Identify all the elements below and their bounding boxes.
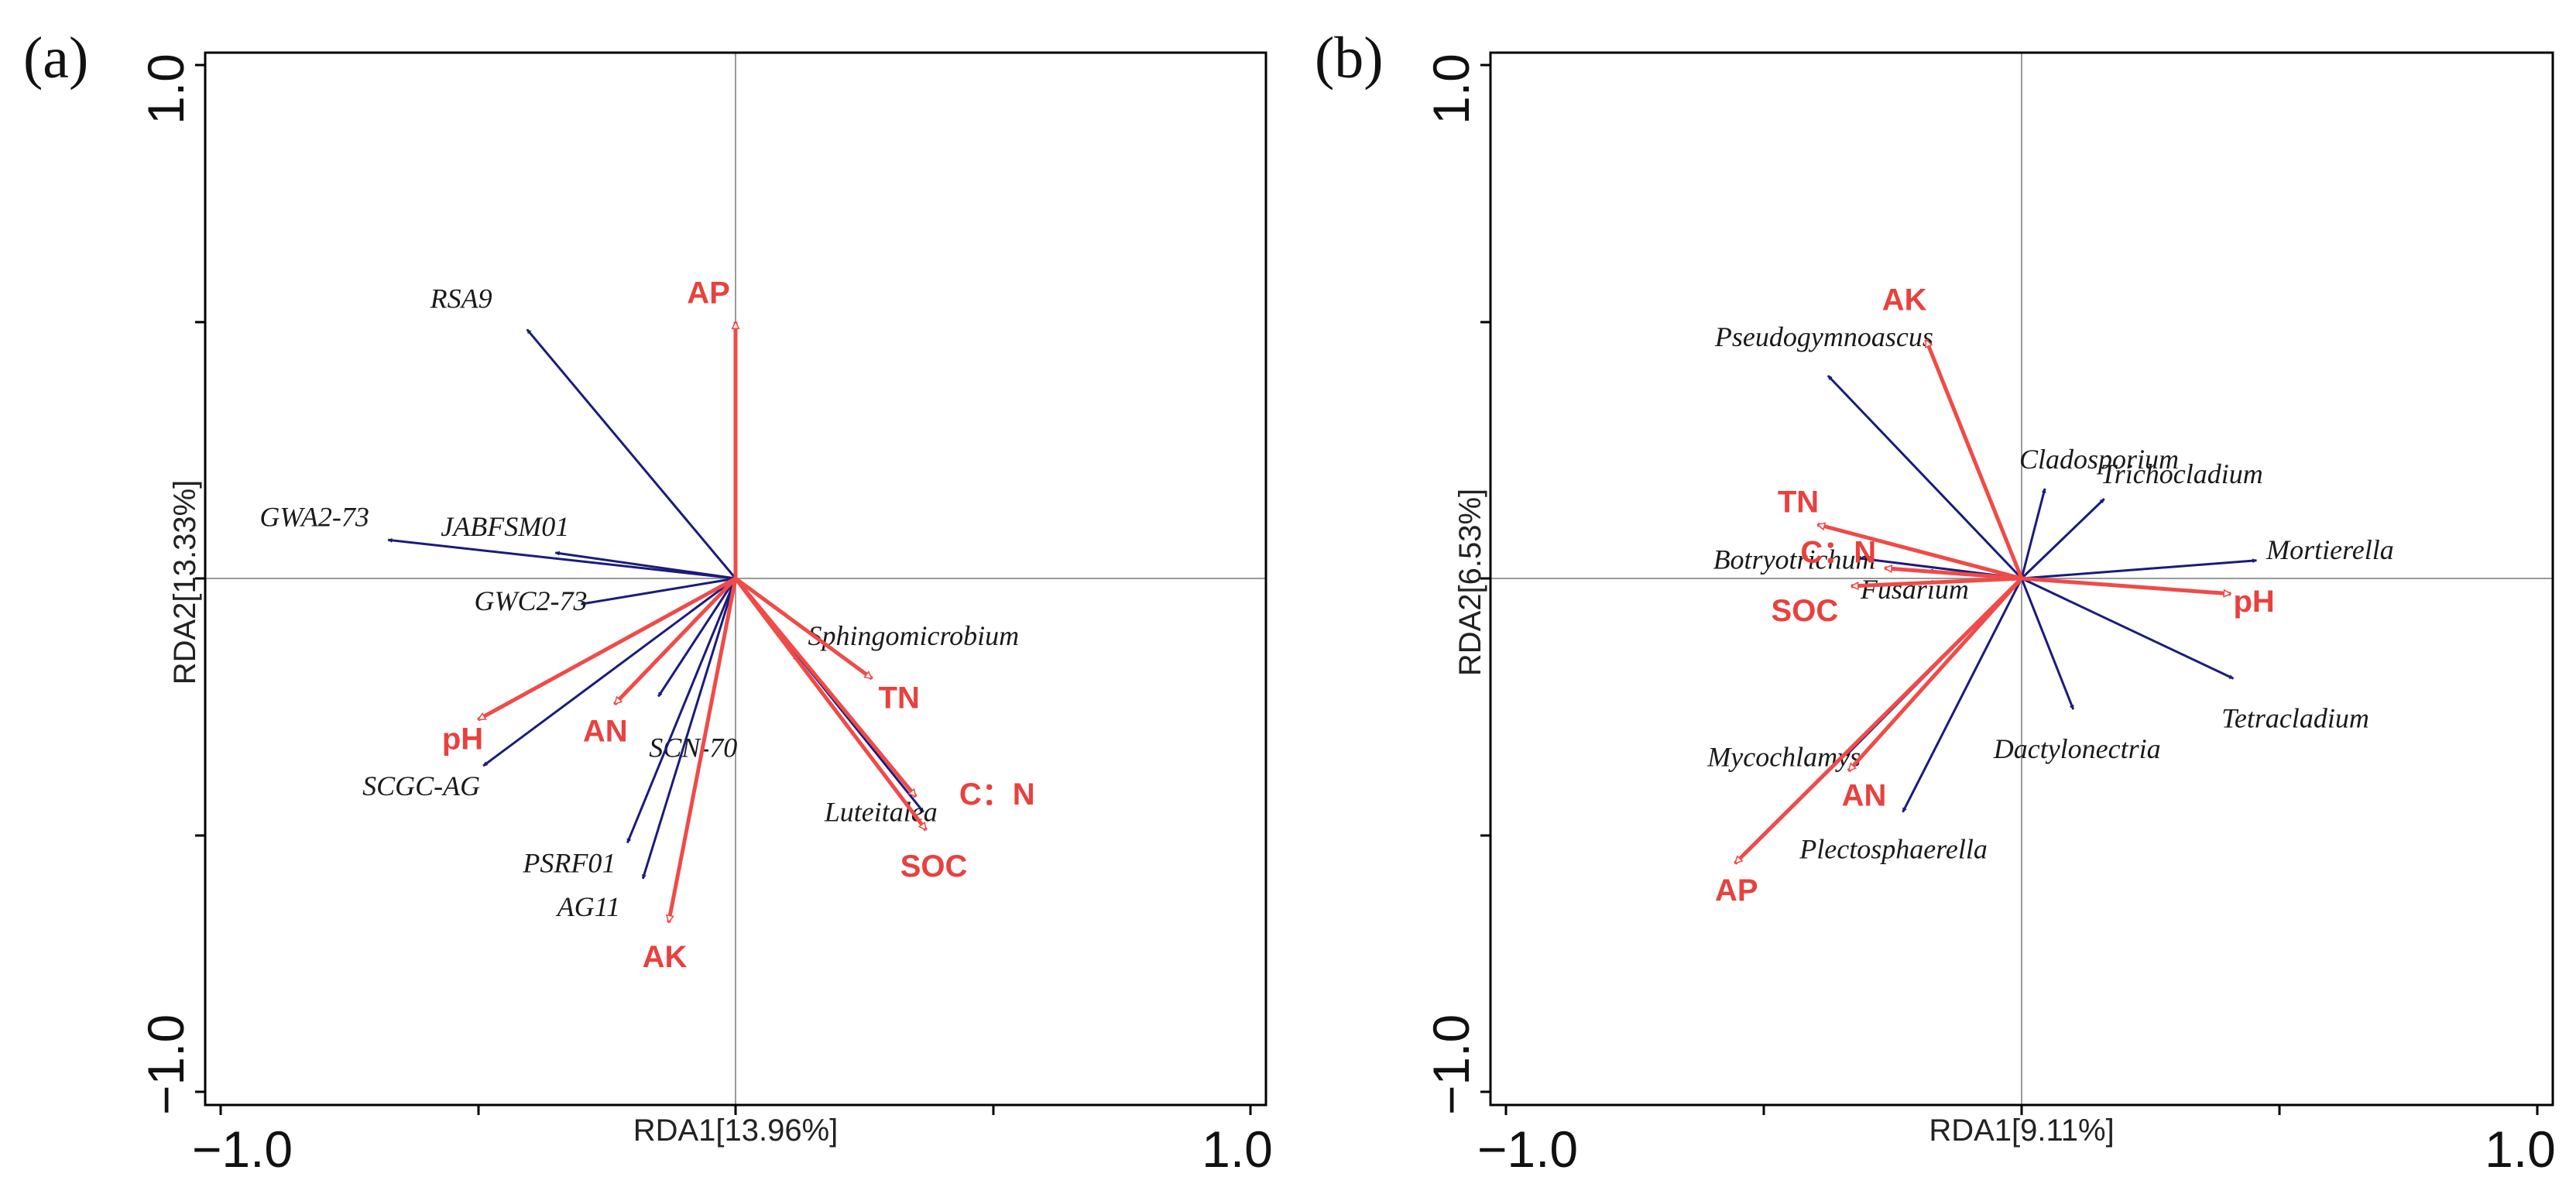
env-arrow	[734, 576, 873, 681]
species-arrow	[2021, 558, 2258, 580]
env-label: C：N	[959, 777, 1035, 812]
species-label: AG11	[556, 891, 620, 922]
y-tick-label-b-min: −1.0	[1422, 1014, 1480, 1115]
env-label: TN	[1778, 485, 1819, 519]
species-label: Cladosporium	[2019, 444, 2179, 475]
species-arrow	[387, 537, 736, 580]
env-arrow	[1885, 568, 2022, 581]
species-arrow	[1827, 375, 2023, 580]
env-arrow	[1924, 340, 2024, 579]
species-arrow	[2020, 578, 2075, 710]
env-label: AP	[1715, 873, 1758, 908]
env-label: C：N	[1800, 536, 1876, 570]
species-label: Plectosphaerella	[1799, 834, 1988, 865]
env-arrow	[478, 576, 737, 722]
env-label: TN	[879, 681, 920, 715]
species-label: PSRF01	[522, 847, 616, 878]
species-label: Dactylonectria	[1993, 733, 2161, 764]
env-label: AK	[643, 940, 688, 974]
env-arrow	[1851, 576, 2022, 586]
env-label: SOC	[900, 849, 968, 884]
y-axis-title-a: RDA2[13.33%]	[168, 480, 202, 685]
env-arrow	[734, 577, 928, 832]
x-tick-label-b-min: −1.0	[1477, 1120, 1578, 1178]
env-layer-a: AP pH AN AK TN C：N SOC	[442, 276, 1035, 975]
x-axis-title-a: RDA1[13.96%]	[633, 1113, 839, 1148]
x-tick-label-b-max: 1.0	[2485, 1120, 2556, 1178]
species-arrow	[580, 577, 736, 606]
env-arrow	[612, 577, 737, 706]
y-tick-label-a-min: −1.0	[137, 1014, 194, 1115]
species-arrow	[482, 577, 736, 767]
rda-panel-b: (b) −1.0 1.0 1.0 −1.0 RDA1[9.11%] RDA2[6…	[1315, 26, 2556, 1178]
species-arrow	[2020, 498, 2105, 580]
env-arrow	[734, 577, 918, 798]
x-ticks-a	[219, 1105, 1252, 1115]
env-label: AN	[1842, 779, 1887, 813]
x-axis-title-b: RDA1[9.11%]	[1929, 1113, 2114, 1148]
species-label: Trichocladium	[2101, 458, 2263, 489]
env-label: SOC	[1772, 594, 1839, 628]
species-label: Botryotrichum	[1713, 544, 1876, 575]
species-label: Mortierella	[2266, 534, 2394, 565]
env-label: pH	[442, 722, 483, 756]
y-axis-title-b: RDA2[6.53%]	[1453, 489, 1487, 676]
y-tick-label-a-max: 1.0	[137, 53, 194, 125]
species-label: SCGC-AG	[362, 770, 480, 801]
env-arrow	[1818, 524, 2022, 581]
species-layer-b: Pseudogymnoascus CladosporiumTrichocladiu…	[1706, 321, 2394, 865]
species-label: Fusarium	[1860, 574, 1969, 605]
species-label: SCN-70	[649, 732, 737, 763]
env-layer-b: AK TN C：N SOC pH AN AP	[1715, 283, 2275, 908]
species-arrow	[641, 578, 737, 880]
env-arrow	[1734, 577, 2023, 865]
x-tick-label-a-min: −1.0	[192, 1120, 293, 1178]
species-label: GWC2-73	[475, 585, 588, 616]
env-label: pH	[2233, 585, 2274, 619]
panel-label-b: (b)	[1315, 26, 1384, 91]
species-arrow	[657, 578, 737, 698]
species-arrow	[1902, 578, 2023, 813]
species-arrow	[554, 551, 736, 580]
x-tick-label-a-max: 1.0	[1202, 1120, 1273, 1178]
env-label: AN	[583, 714, 628, 748]
env-arrow	[669, 578, 738, 922]
env-arrow	[2021, 576, 2231, 594]
species-label: RSA9	[430, 283, 492, 314]
y-ticks-b	[1480, 63, 1490, 1093]
x-ticks-b	[1504, 1105, 2539, 1115]
rda-panel-a: (a) −1.0 1.0 1.0 −1.0 RDA1[13.96%] RDA2[…	[23, 26, 1273, 1178]
species-layer-a: RSA9 GWA2-73 JABFSM01 GWC2-73 SCN-70 SCGC-AG P…	[259, 283, 1019, 921]
panel-label-a: (a)	[23, 26, 88, 91]
y-ticks-a	[195, 63, 205, 1093]
species-arrow	[626, 578, 737, 844]
env-label: AK	[1882, 283, 1927, 317]
species-label: Pseudogymnoascus	[1714, 321, 1933, 352]
species-label: Tetracladium	[2221, 702, 2369, 733]
species-label: JABFSM01	[441, 511, 569, 542]
env-arrow	[1847, 577, 2023, 773]
species-arrow	[526, 328, 737, 579]
species-label: Sphingomicrobium	[808, 620, 1019, 651]
species-arrow	[2020, 488, 2046, 579]
species-label: Mycochlamys	[1706, 742, 1861, 773]
species-label: GWA2-73	[259, 501, 369, 532]
species-arrow	[2021, 577, 2235, 680]
y-tick-label-b-max: 1.0	[1422, 53, 1480, 125]
env-label: AP	[687, 276, 730, 311]
